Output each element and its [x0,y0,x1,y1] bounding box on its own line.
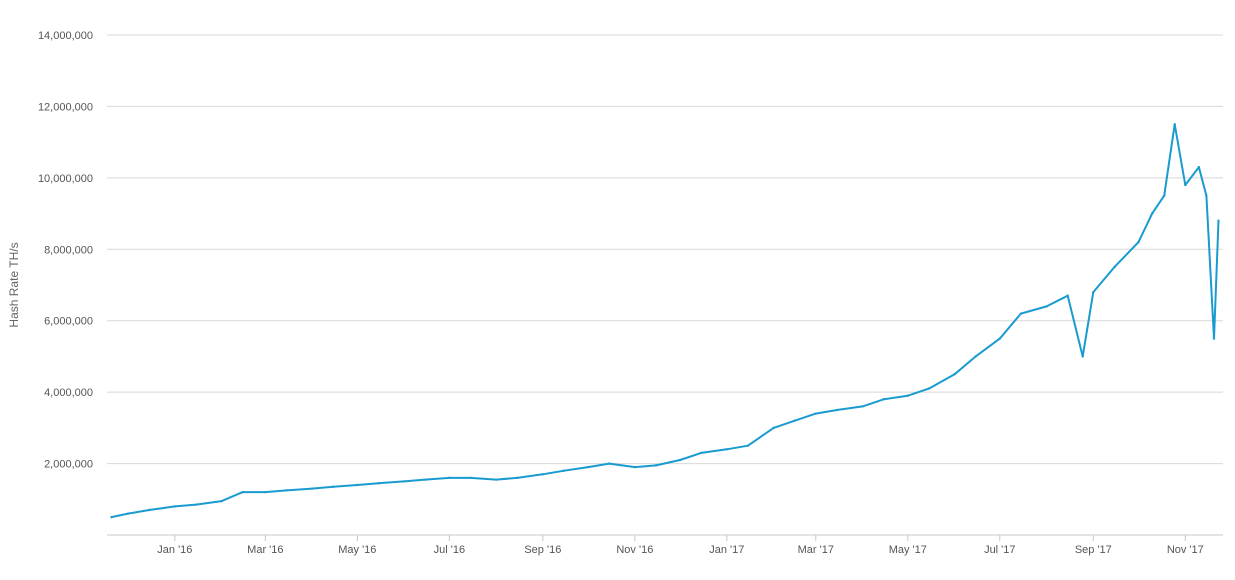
y-axis-label: Hash Rate TH/s [7,242,21,327]
data-point [1092,290,1095,294]
series-layer [110,123,1220,519]
data-point [1205,194,1208,197]
data-point [448,476,451,480]
data-point [654,464,658,467]
data-point [814,412,818,415]
data-point [1137,240,1140,244]
data-point [1150,212,1154,215]
data-point [494,478,498,481]
data-point [148,508,151,512]
data-point [1113,265,1116,269]
data-point [241,490,244,494]
gridlines [107,34,1223,465]
data-point [356,483,359,487]
data-point [332,485,335,488]
data-point [906,394,910,397]
data-point [1173,123,1176,126]
data-point [1019,312,1023,315]
y-tick-label: 12,000,000 [38,101,93,113]
data-point [1212,337,1216,340]
data-point [469,476,472,480]
data-point [953,373,956,376]
y-tick-label: 4,000,000 [44,387,93,399]
data-point [1162,194,1166,197]
data-point [725,448,729,451]
y-axis-ticks: 2,000,000 4,000,000 6,000,000 8,000,000 10,0… [38,30,93,471]
x-tick-label: May '16 [338,544,376,556]
data-point [377,482,380,485]
x-axis: Jan '16 Mar '16 May '16 Jul '16 Sep '16 Nov '… [107,534,1223,556]
data-point [173,505,177,508]
y-tick-label: 8,000,000 [44,244,93,256]
data-point [927,387,931,390]
data-point [402,480,406,483]
data-point [1217,219,1220,222]
data-point [699,451,703,455]
x-tick-label: Mar '16 [247,544,283,556]
data-point [633,465,637,469]
data-point [1184,183,1187,187]
x-tick-label: Jan '17 [709,544,744,556]
data-point [586,465,590,469]
x-tick-label: Nov '17 [1167,544,1204,556]
data-point [110,515,113,519]
data-point [746,444,750,447]
data-point [882,398,885,401]
data-point [793,419,796,422]
data-point [541,473,545,476]
y-tick-label: 2,000,000 [44,459,93,471]
data-point [1081,355,1084,358]
data-point [126,512,130,515]
x-tick-label: Jul '17 [984,544,1015,556]
x-tick-label: Mar '17 [798,544,834,556]
x-tick-label: Sep '16 [524,544,561,556]
x-tick-label: Jul '16 [434,544,465,556]
data-point [678,458,682,462]
data-point [310,487,314,490]
data-point [998,337,1001,340]
data-point [285,489,288,492]
data-point [264,490,267,494]
x-tick-label: Jan '16 [157,544,192,556]
x-tick-label: May '17 [889,544,927,556]
data-point [562,469,566,472]
data-point [1066,294,1069,297]
data-point [1045,305,1048,308]
y-tick-label: 10,000,000 [38,173,93,185]
data-point [608,462,611,465]
x-tick-label: Nov '16 [616,544,653,556]
data-point [861,405,864,408]
data-point [1197,165,1201,169]
x-tick-label: Sep '17 [1075,544,1112,556]
data-point [220,499,223,503]
data-point [974,355,977,358]
y-tick-label: 6,000,000 [44,316,93,328]
data-point [835,408,839,412]
data-point [772,426,775,430]
data-point [516,476,519,480]
data-point [424,478,427,481]
y-tick-label: 14,000,000 [38,30,93,42]
data-point [194,503,198,506]
